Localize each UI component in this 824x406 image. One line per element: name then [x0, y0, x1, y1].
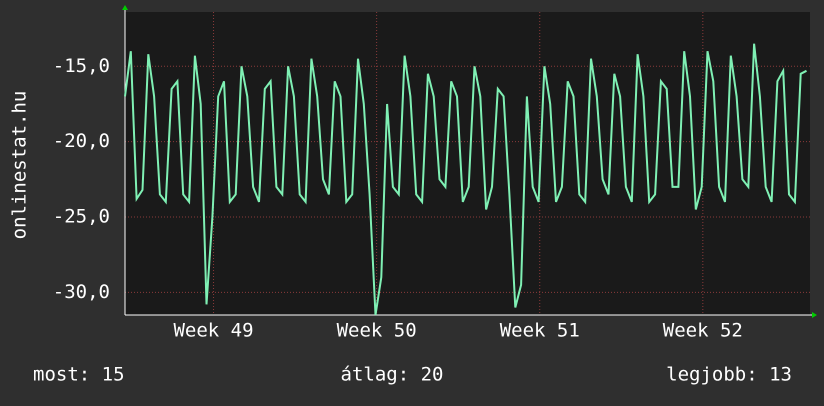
footer-best: legjobb: 13: [666, 364, 792, 386]
y-tick-label: -25,0: [53, 206, 110, 228]
y-tick-label: -15,0: [53, 55, 110, 77]
x-tick-label: Week 49: [173, 320, 253, 342]
footer-current: most: 15: [33, 364, 125, 386]
x-tick-label: Week 52: [663, 320, 743, 342]
x-tick-label: Week 51: [500, 320, 580, 342]
x-axis-arrow: [812, 312, 817, 318]
x-tick-label: Week 50: [337, 320, 417, 342]
y-axis-label: onlinestat.hu: [9, 91, 31, 240]
data-line: [124, 43, 807, 316]
y-tick-label: -30,0: [53, 281, 110, 303]
footer-average: átlag: 20: [341, 364, 444, 386]
plot-area: [125, 12, 810, 315]
y-tick-label: -20,0: [53, 130, 110, 152]
y-axis-arrow: [122, 5, 128, 10]
